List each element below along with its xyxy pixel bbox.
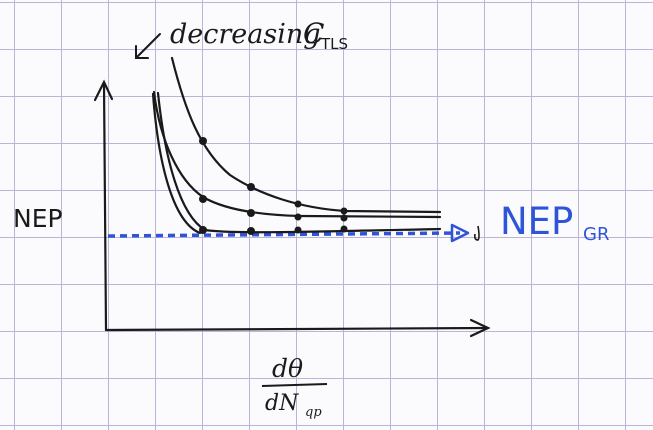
- x-label-numerator: dθ: [272, 354, 303, 383]
- annotation-text: decreasing: [170, 19, 321, 50]
- y-axis: [102, 82, 108, 332]
- point: [294, 226, 302, 234]
- reference-tick: [474, 225, 480, 241]
- point: [294, 213, 302, 221]
- curve-points: [199, 137, 348, 235]
- annotation-symbol: C: [303, 17, 324, 50]
- point: [247, 209, 255, 217]
- point: [247, 227, 255, 235]
- annotation-subscript: TLS: [320, 35, 348, 53]
- point: [340, 214, 348, 222]
- x-label-denominator-subscript: qp: [305, 405, 322, 420]
- y-axis-label: NEP: [13, 204, 63, 233]
- curve-mid: [152, 90, 442, 219]
- reference-label: NEP: [500, 200, 573, 243]
- point: [340, 225, 348, 233]
- point: [247, 183, 255, 191]
- point: [294, 200, 302, 208]
- curve-low-tail: [151, 92, 202, 235]
- curve-low: [156, 91, 442, 234]
- x-label-fraction-bar: [261, 383, 328, 387]
- reference-arrowhead: [450, 223, 470, 243]
- x-axis-arrowhead: [469, 318, 491, 338]
- y-axis-arrowhead: [93, 79, 114, 102]
- point: [340, 207, 348, 215]
- point: [199, 226, 207, 234]
- x-label-denominator: dN: [265, 391, 299, 416]
- reference-line-nep-gr: [107, 223, 480, 243]
- point: [199, 195, 207, 203]
- curve-high: [170, 56, 442, 214]
- annotation-arrow: [135, 33, 161, 59]
- x-axis: [104, 326, 490, 332]
- axes: [93, 79, 491, 338]
- reference-label-subscript: GR: [583, 224, 609, 245]
- point: [199, 137, 207, 145]
